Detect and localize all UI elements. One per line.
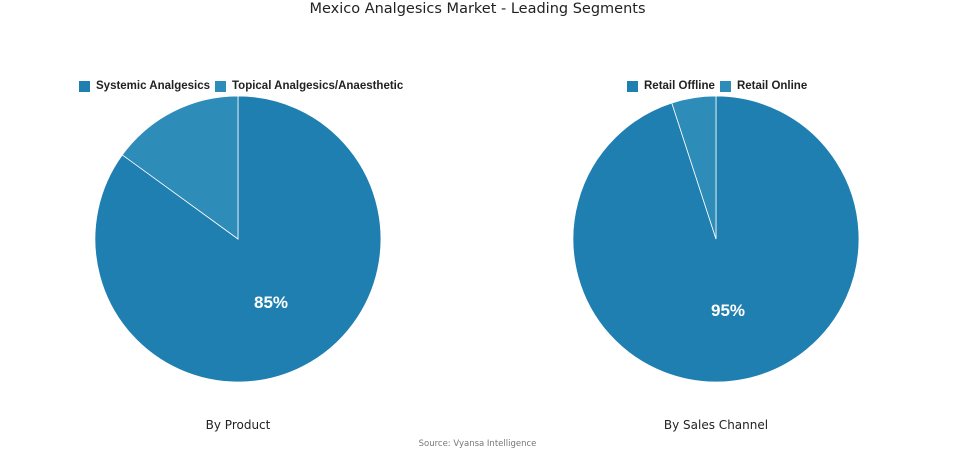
- legend-product: Systemic Analgesics Topical Analgesics/A…: [79, 80, 408, 92]
- pie-product: 85%: [94, 95, 382, 383]
- pie-channel: 95%: [572, 95, 860, 383]
- source-note: Source: Vyansa Intelligence: [418, 439, 537, 449]
- slice-retail-online[interactable]: [671, 95, 717, 240]
- legend-channel: Retail Offline Retail Online: [627, 80, 812, 92]
- legend-label: Retail Offline: [644, 80, 715, 92]
- legend-label: Retail Online: [736, 80, 808, 92]
- legend-item-topical[interactable]: Topical Analgesics/Anaesthetic: [215, 80, 403, 92]
- subtitle-channel: By Sales Channel: [663, 418, 769, 432]
- legend-item-systemic[interactable]: Systemic Analgesics: [79, 80, 210, 92]
- legend-item-retail-online[interactable]: Retail Online: [719, 80, 808, 92]
- legend-swatch: [215, 80, 226, 92]
- subtitle-product: By Product: [205, 418, 271, 432]
- legend-label: Systemic Analgesics: [96, 80, 210, 92]
- slice-label-95: 95%: [711, 301, 745, 320]
- chart-title: Mexico Analgesics Market - Leading Segme…: [309, 1, 646, 17]
- legend-label: Topical Analgesics/Anaesthetic: [232, 80, 404, 92]
- legend-swatch: [79, 80, 90, 92]
- legend-item-retail-offline[interactable]: Retail Offline: [627, 80, 715, 92]
- slice-label-85: 85%: [254, 293, 288, 312]
- legend-swatch: [627, 80, 638, 92]
- slice-topical[interactable]: [121, 95, 239, 240]
- legend-swatch: [719, 80, 731, 92]
